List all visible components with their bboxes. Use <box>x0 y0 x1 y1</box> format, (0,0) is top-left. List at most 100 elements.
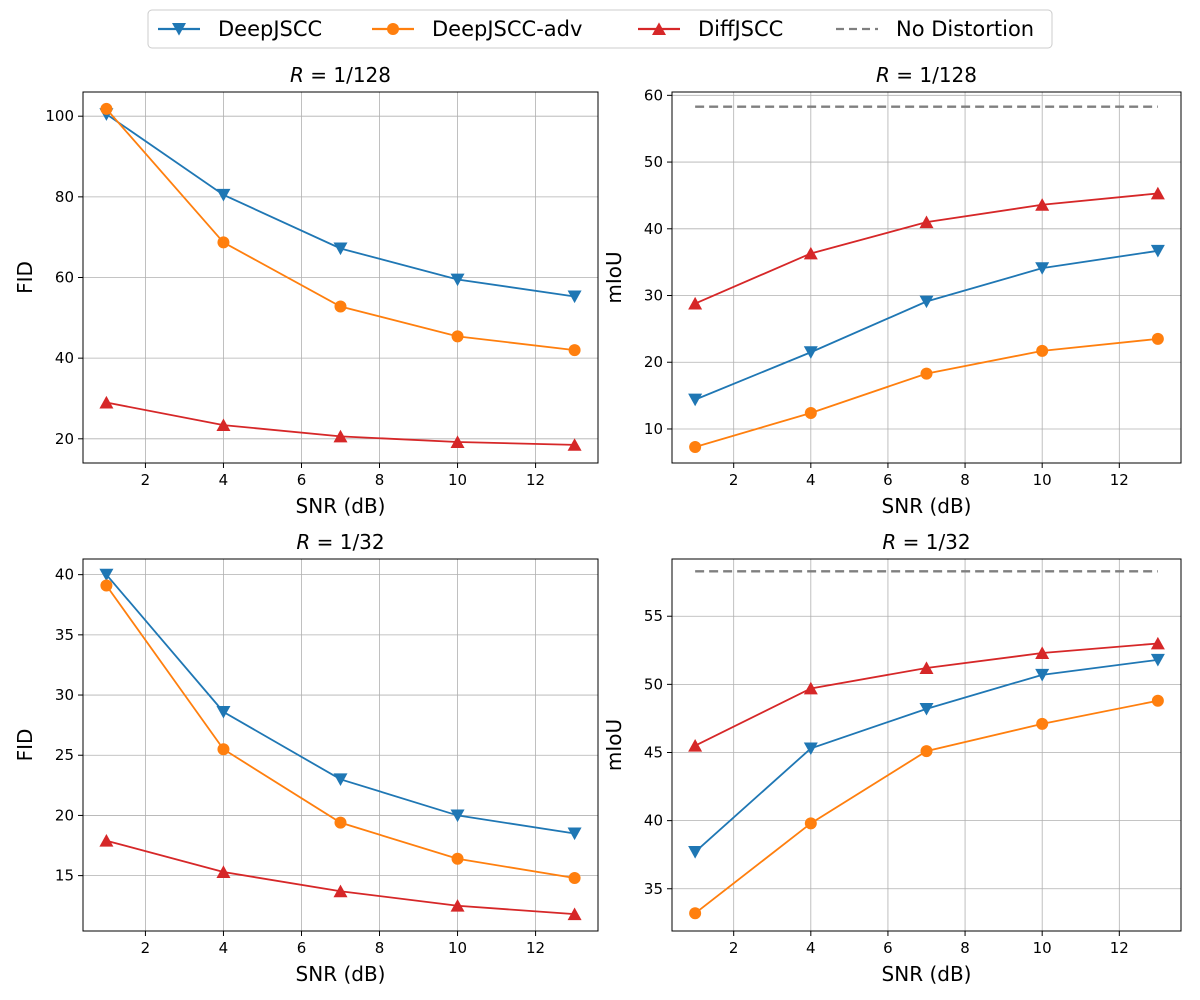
legend-frame <box>147 9 1053 49</box>
data-point <box>217 236 230 249</box>
y-tick-label: 15 <box>55 867 74 885</box>
data-point <box>1151 332 1164 345</box>
data-point <box>216 865 231 878</box>
y-tick-label: 40 <box>644 812 663 830</box>
chart-panel-2: 2 4 6 8 10 12 15 20 25 30 35 40 SNR (dB) FID R = 1/32 <box>13 530 599 986</box>
data-point <box>99 568 114 582</box>
x-tick-label: 6 <box>297 939 307 957</box>
x-tick-label: 4 <box>219 471 229 489</box>
y-tick-label: 30 <box>55 686 74 704</box>
title-variable: R <box>882 530 896 554</box>
title-value: = 1/128 <box>890 63 977 87</box>
data-point <box>1035 262 1050 275</box>
y-tick-label: 50 <box>644 153 663 171</box>
y-tick-label: 45 <box>644 743 663 761</box>
data-point <box>1150 186 1165 200</box>
data-point <box>333 884 348 898</box>
x-tick-label: 12 <box>526 939 545 957</box>
x-tick-label: 6 <box>883 471 893 489</box>
y-tick-label: 20 <box>55 806 74 824</box>
data-point <box>1036 717 1049 730</box>
data-point <box>803 681 818 695</box>
x-tick-label: 10 <box>1033 939 1052 957</box>
x-tick-label: 12 <box>526 471 545 489</box>
chart-title: R = 1/32 <box>882 530 970 554</box>
data-point <box>451 852 464 865</box>
title-variable: R <box>296 530 310 554</box>
data-point <box>100 579 113 592</box>
title-variable: R <box>876 63 890 87</box>
series-deepjscc <box>688 244 1165 407</box>
data-point <box>804 406 817 419</box>
y-tick-label: 35 <box>55 626 74 644</box>
data-point <box>450 809 465 823</box>
data-point <box>567 290 582 304</box>
series-line <box>106 839 575 916</box>
y-tick-label: 50 <box>644 675 663 693</box>
series-line <box>105 574 575 835</box>
x-axis-label: SNR (dB) <box>882 494 972 518</box>
data-point <box>1150 636 1165 650</box>
axes-frame <box>82 558 599 932</box>
y-tick-label: 35 <box>644 880 663 898</box>
data-point <box>688 296 703 310</box>
data-point <box>688 846 703 859</box>
data-point <box>99 834 114 847</box>
legend-label-2: DiffJSCC <box>698 17 783 41</box>
legend-marker-1 <box>387 23 399 35</box>
y-tick-label: 40 <box>55 566 74 584</box>
data-point <box>803 246 818 260</box>
series-deepjscc <box>99 568 582 841</box>
y-axis-label: FID <box>13 729 37 762</box>
data-point <box>689 440 702 453</box>
legend-label-1: DeepJSCC-adv <box>432 17 582 41</box>
axes-frame <box>671 558 1182 932</box>
data-point <box>688 739 703 752</box>
data-point <box>334 300 347 313</box>
series-deepjscc-adv <box>100 579 581 885</box>
data-point <box>99 395 114 409</box>
series-line <box>694 642 1158 747</box>
y-tick-label: 30 <box>644 287 663 305</box>
x-tick-label: 12 <box>1110 939 1129 957</box>
chart-title: R = 1/128 <box>290 63 391 87</box>
data-point <box>567 827 582 841</box>
series-deepjscc <box>99 108 582 304</box>
data-point <box>451 330 464 343</box>
data-point <box>1036 344 1049 357</box>
y-tick-label: 40 <box>644 220 663 238</box>
y-axis-label: mIoU <box>602 251 626 303</box>
data-point <box>567 907 582 921</box>
x-axis-label: SNR (dB) <box>882 962 972 986</box>
data-point <box>689 907 702 920</box>
x-tick-label: 2 <box>729 939 739 957</box>
data-point <box>919 295 934 309</box>
data-point <box>450 273 465 287</box>
legend-marker-2 <box>652 22 666 35</box>
chart-title: R = 1/128 <box>876 63 977 87</box>
x-tick-label: 4 <box>219 939 229 957</box>
x-tick-label: 2 <box>141 939 151 957</box>
data-point <box>919 661 934 674</box>
x-tick-label: 8 <box>960 939 970 957</box>
data-point <box>568 344 581 357</box>
series-deepjscc-adv <box>689 694 1164 920</box>
x-tick-label: 6 <box>883 939 893 957</box>
chart-panel-0: 2 4 6 8 10 12 20 40 60 80 100 SNR (dB) FID R = 1/128 <box>13 63 599 518</box>
series-diffjscc <box>99 395 582 451</box>
y-tick-label: 20 <box>55 430 74 448</box>
x-tick-label: 10 <box>448 471 467 489</box>
x-tick-label: 8 <box>960 471 970 489</box>
y-tick-label: 80 <box>55 188 74 206</box>
x-tick-label: 8 <box>375 471 385 489</box>
y-tick-label: 40 <box>55 349 74 367</box>
data-point <box>216 705 231 719</box>
chart-panel-3: 2 4 6 8 10 12 35 40 45 50 55 SNR (dB) mIoU R = 1/32 <box>602 530 1182 986</box>
x-axis-label: SNR (dB) <box>296 962 386 986</box>
chart-title: R = 1/32 <box>296 530 384 554</box>
y-tick-label: 60 <box>644 86 663 104</box>
data-point <box>333 242 348 256</box>
title-variable: R <box>290 63 304 87</box>
data-point <box>1151 694 1164 707</box>
